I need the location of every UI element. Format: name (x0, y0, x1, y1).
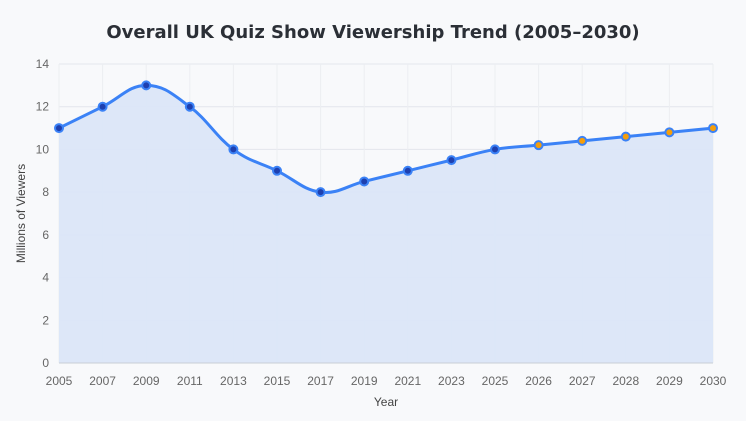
x-tick-label: 2026 (525, 374, 552, 388)
data-point (359, 176, 370, 187)
data-point (446, 155, 457, 166)
x-tick-label: 2005 (46, 374, 73, 388)
y-tick-label: 10 (36, 142, 50, 156)
data-point (184, 101, 195, 112)
data-point (272, 165, 282, 176)
y-tick-label: 12 (36, 100, 50, 114)
y-tick-label: 14 (36, 57, 50, 71)
x-tick-label: 2029 (656, 374, 683, 388)
data-point (315, 187, 326, 198)
x-axis-title: Year (374, 395, 398, 409)
y-tick-label: 0 (42, 356, 49, 370)
x-tick-label: 2013 (220, 374, 247, 388)
area-fill (59, 85, 713, 363)
x-tick-label: 2021 (394, 374, 421, 388)
y-tick-label: 2 (42, 313, 49, 327)
data-point (97, 101, 108, 112)
series-line (58, 83, 714, 194)
x-tick-label: 2007 (89, 374, 116, 388)
x-tick-label: 2011 (177, 374, 203, 388)
x-tick-label: 2019 (351, 374, 378, 388)
y-tick-label: 8 (42, 185, 49, 199)
projected-data-point (664, 127, 675, 138)
data-point (228, 144, 239, 155)
x-tick-label: 2027 (569, 374, 596, 388)
x-tick-label: 2009 (133, 374, 160, 388)
y-tick-label: 6 (42, 228, 49, 242)
y-tick-label: 4 (42, 271, 49, 285)
projected-data-point (708, 123, 718, 134)
x-tick-label: 2023 (438, 374, 465, 388)
x-tick-label: 2030 (700, 374, 727, 388)
x-tick-label: 2028 (612, 374, 639, 388)
x-tick-label: 2015 (264, 374, 291, 388)
chart-title: Overall UK Quiz Show Viewership Trend (2… (106, 22, 640, 43)
x-tick-label: 2017 (307, 374, 334, 388)
projected-data-point (533, 140, 544, 151)
projected-data-point (577, 135, 588, 146)
data-point (402, 165, 413, 176)
x-tick-label: 2025 (482, 374, 509, 388)
projected-data-point (620, 131, 631, 142)
data-point (54, 123, 64, 134)
y-axis-title: Millions of Viewers (14, 164, 28, 263)
data-point (141, 80, 152, 91)
data-point (490, 144, 500, 155)
